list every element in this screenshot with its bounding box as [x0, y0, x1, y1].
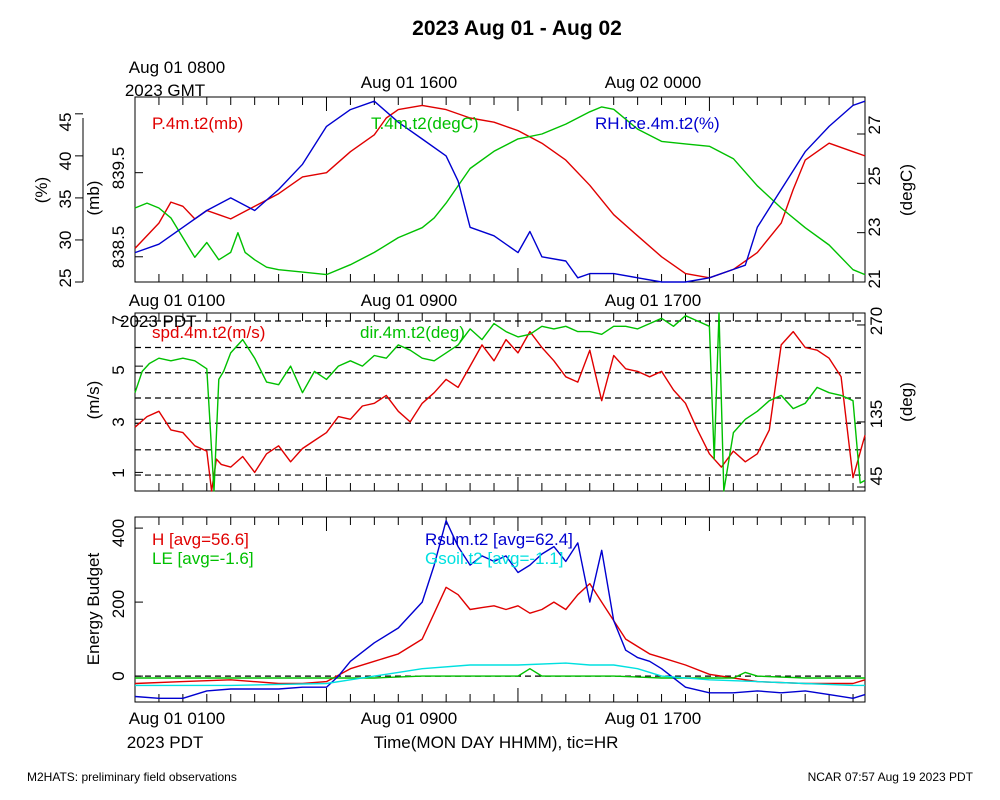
pdt-year-label-mid: 2023 PDT: [120, 312, 197, 331]
series-line-t-4m-t2-degc: [134, 106, 866, 276]
pdt-first-label-mid: Aug 01 0100: [129, 291, 225, 310]
t-tick-label-23: 23: [865, 218, 884, 237]
gmt-year-label: 2023 GMT: [125, 81, 205, 100]
panel-middle: 1 3 5 7 (m/s) 45 135 270 (deg) 2023 PDT …: [84, 307, 916, 492]
top-xticks: [134, 97, 854, 282]
gmt-first-label: Aug 01 0800: [129, 58, 225, 77]
panel-top-frame: [134, 96, 866, 283]
t-axis-ticks: [857, 133, 865, 283]
panel-top: 25 30 35 40 45 (%) 838.5 839.5 (mb) 21 2…: [32, 96, 916, 289]
legend-rh-ice: RH.ice.4m.t2(%): [595, 114, 720, 133]
legend-le: LE [avg=-1.6]: [152, 549, 254, 568]
energy-tick-label-200: 200: [109, 590, 128, 618]
spd-axis-label: (m/s): [84, 381, 103, 420]
pdt-second-label-bottom: Aug 01 0900: [361, 709, 457, 728]
series-line-p-4m-t2-mb: [134, 104, 866, 279]
energy-tick-label-0: 0: [109, 671, 128, 680]
series-line-gsoil-t2-avg-1-1: [135, 662, 865, 687]
pdt-third-label-mid: Aug 01 1700: [605, 291, 701, 310]
pdt-year-label-bottom: 2023 PDT: [127, 733, 204, 752]
legend-wind-direction: dir.4m.t2(deg): [360, 323, 465, 342]
series-line-le-avg-1-6: [135, 668, 865, 679]
legend-temperature: T.4m.t2(degC): [371, 114, 479, 133]
rh-tick-label-45: 45: [56, 113, 75, 132]
t-tick-label-21: 21: [865, 270, 884, 289]
spd-tick-label-1: 1: [109, 468, 128, 477]
rh-tick-label-35: 35: [56, 190, 75, 209]
rh-tick-label-30: 30: [56, 231, 75, 250]
p-tick-label-838.5: 838.5: [109, 226, 128, 269]
rh-tick-label-40: 40: [56, 152, 75, 171]
dir-tick-label-270: 270: [867, 307, 886, 335]
rh-tick-label-25: 25: [56, 269, 75, 288]
series-line-spd-4m-t2-m-s: [134, 330, 866, 492]
p-tick-label-839.5: 839.5: [109, 147, 128, 190]
energy-axis-label: Energy Budget: [84, 552, 103, 665]
footer-left: M2HATS: preliminary field observations: [27, 770, 237, 784]
dir-axis-ticks: [857, 324, 865, 488]
spd-tick-label-3: 3: [109, 417, 128, 426]
energy-axis-ticks: [135, 527, 143, 677]
legend-gsoil: Gsoil.t2 [avg=-1.1]: [425, 549, 563, 568]
series-line-dir-4m-t2-deg: [134, 312, 866, 492]
series-line-rh-ice-4m-t2: [134, 100, 866, 283]
middle-reference-lines: [135, 320, 865, 476]
p-axis-ticks: [135, 172, 143, 258]
legend-pressure: P.4m.t2(mb): [152, 114, 243, 133]
legend-wind-speed: spd.4m.t2(m/s): [152, 323, 265, 342]
bottom-xticks: [134, 517, 854, 702]
gmt-second-label: Aug 01 1600: [361, 73, 457, 92]
rh-axis-label: (%): [32, 177, 51, 203]
t-tick-label-25: 25: [865, 167, 884, 186]
series-line-rsum-t2-avg-62-4: [134, 520, 866, 699]
panel-middle-frame: [134, 312, 866, 492]
t-axis-label: (degC): [897, 164, 916, 216]
pdt-second-label-mid: Aug 01 0900: [361, 291, 457, 310]
legend-h: H [avg=56.6]: [152, 530, 249, 549]
middle-series-lines: [134, 312, 866, 492]
legend-rsum: Rsum.t2 [avg=62.4]: [425, 530, 573, 549]
figure-title: 2023 Aug 01 - Aug 02: [412, 17, 622, 40]
dir-tick-label-45: 45: [867, 467, 886, 486]
footer-right: NCAR 07:57 Aug 19 2023 PDT: [808, 770, 974, 784]
panel-bottom: 0 200 400 Energy Budget H [avg=56.6] LE …: [84, 516, 866, 703]
p-axis-label: (mb): [84, 181, 103, 216]
t-tick-label-27: 27: [865, 116, 884, 135]
dir-tick-label-135: 135: [867, 400, 886, 428]
series-line-h-avg-56-6: [134, 582, 866, 685]
pdt-third-label-bottom: Aug 01 1700: [605, 709, 701, 728]
panel-bottom-frame: [134, 516, 866, 703]
x-axis-label: Time(MON DAY HHMM), tic=HR: [374, 733, 619, 752]
spd-tick-label-5: 5: [109, 365, 128, 374]
spd-axis-ticks: [135, 312, 143, 473]
pdt-first-label-bottom: Aug 01 0100: [129, 709, 225, 728]
bottom-series-lines: [134, 520, 866, 699]
middle-xticks: [134, 313, 854, 491]
top-series-lines: [134, 100, 866, 283]
gmt-third-label: Aug 02 0000: [605, 73, 701, 92]
spd-tick-label-7: 7: [109, 315, 128, 324]
rh-axis-ticks: [75, 113, 83, 283]
energy-tick-label-400: 400: [109, 519, 128, 547]
dir-axis-label: (deg): [897, 382, 916, 422]
